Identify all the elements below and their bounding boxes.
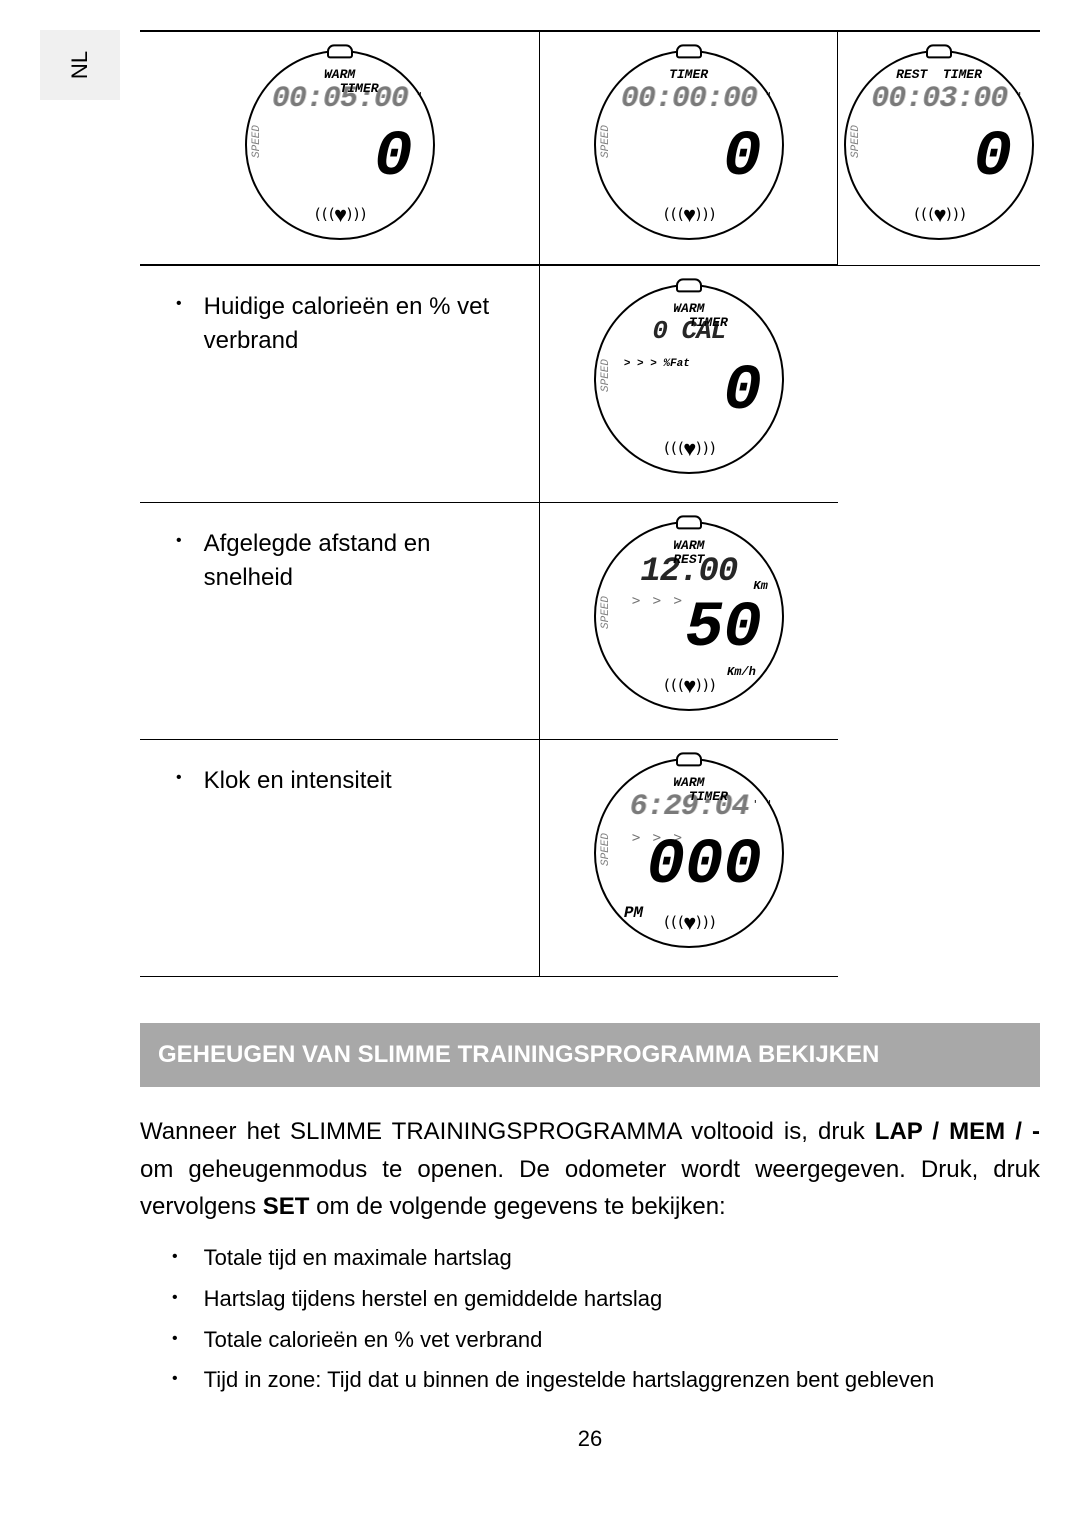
watch-crown <box>676 752 702 766</box>
para-text: Wanneer het SLIMME TRAININGSPROGRAMMA vo… <box>140 1118 875 1145</box>
list-item: • Hartslag tijdens herstel en gemiddelde … <box>172 1284 1040 1315</box>
memory-data-list: • Totale tijd en maximale hartslag • Hartsl… <box>172 1243 1040 1396</box>
feature-text: Huidige calorieën en % vet verbrand <box>204 290 524 357</box>
page: WARM TIMER00:05:00"SPEED0♥TIMER00:00:00"… <box>140 30 1040 1452</box>
list-item-text: Totale tijd en maximale hartslag <box>204 1243 512 1274</box>
watch-face: WARM TIMER00:05:00"SPEED0♥ <box>245 50 435 240</box>
watch-tick: ' " <box>752 798 772 811</box>
heart-icon: ♥ <box>662 910 715 936</box>
watch-unit2: Km/h <box>727 665 756 679</box>
watch-main-value: 00:03:00 <box>846 82 1032 116</box>
page-number: 26 <box>140 1426 1040 1452</box>
heart-icon: ♥ <box>313 202 366 228</box>
watch-crown <box>676 44 702 58</box>
watch-center-number: 0 <box>596 126 762 190</box>
watch-crown <box>676 515 702 529</box>
watch-face: WARM REST12.00Km> > >SPEED50Km/h♥ <box>594 521 784 711</box>
list-item: • Tijd in zone: Tijd dat u binnen de inge… <box>172 1365 1040 1396</box>
list-item-text: Hartslag tijdens herstel en gemiddelde h… <box>204 1284 663 1315</box>
section-header: GEHEUGEN VAN SLIMME TRAININGSPROGRAMMA B… <box>140 1023 1040 1087</box>
list-item-text: Tijd in zone: Tijd dat u binnen de inges… <box>204 1365 935 1396</box>
language-tab: NL <box>40 30 120 100</box>
bullet-icon: • <box>176 764 182 792</box>
feature-description-cell: • Afgelegde afstand en snelheid <box>140 503 540 740</box>
para-bold: SET <box>263 1193 310 1220</box>
watch-top-labels: REST TIMER <box>846 68 1032 82</box>
bullet-icon: • <box>172 1365 178 1393</box>
feature-watch-cell: WARM REST12.00Km> > >SPEED50Km/h♥ <box>540 503 838 740</box>
list-item: • Totale tijd en maximale hartslag <box>172 1243 1040 1274</box>
feature-text: Afgelegde afstand en snelheid <box>204 527 524 594</box>
watch-tick: " <box>765 90 772 103</box>
feature-watch-cell: WARM TIMER6:29:04' "> > >SPEED000PM♥ <box>540 740 838 977</box>
watch-crown <box>676 278 702 292</box>
list-item-text: Totale calorieën en % vet verbrand <box>204 1325 543 1356</box>
watch-face: REST TIMER00:03:00"SPEED0♥ <box>844 50 1034 240</box>
bullet-icon: • <box>172 1284 178 1312</box>
bullet-icon: • <box>172 1243 178 1271</box>
watch-center-number: 0 <box>596 360 762 424</box>
bullet-icon: • <box>176 527 182 555</box>
watch-tick: " <box>1015 90 1022 103</box>
watch-crown <box>926 44 952 58</box>
watch-top-labels: TIMER <box>596 68 782 82</box>
list-item: • Totale calorieën en % vet verbrand <box>172 1325 1040 1356</box>
feature-table: WARM TIMER00:05:00"SPEED0♥TIMER00:00:00"… <box>140 30 1040 977</box>
watch-crown <box>327 44 353 58</box>
top-cell: WARM TIMER00:05:00"SPEED0♥ <box>140 31 540 265</box>
watch-main-value: 0 CAL <box>596 316 782 346</box>
watch-tick: " <box>416 90 423 103</box>
watch-face: WARM TIMER6:29:04' "> > >SPEED000PM♥ <box>594 758 784 948</box>
bullet-icon: • <box>176 290 182 318</box>
feature-description-cell: • Klok en intensiteit <box>140 740 540 977</box>
feature-text: Klok en intensiteit <box>204 764 392 798</box>
watch-center-number: 0 <box>247 126 413 190</box>
feature-description-cell: • Huidige calorieën en % vet verbrand <box>140 265 540 503</box>
language-tab-label: NL <box>67 51 93 79</box>
para-text: om de volgende gegevens te bekijken: <box>309 1193 725 1220</box>
intro-paragraph: Wanneer het SLIMME TRAININGSPROGRAMMA vo… <box>140 1113 1040 1225</box>
watch-face: WARM TIMER0 CAL> > > %FatSPEED0♥ <box>594 284 784 474</box>
bullet-icon: • <box>172 1325 178 1353</box>
watch-face: TIMER00:00:00"SPEED0♥ <box>594 50 784 240</box>
watch-pm-label: PM <box>624 904 643 922</box>
watch-center-number: 0 <box>846 126 1012 190</box>
watch-unit: Km <box>753 579 767 593</box>
watch-main-value: 00:00:00 <box>596 82 782 116</box>
feature-watch-cell: WARM TIMER0 CAL> > > %FatSPEED0♥ <box>540 265 838 503</box>
watch-main-value: 00:05:00 <box>247 82 433 116</box>
watch-center-number: 000 <box>596 834 762 898</box>
heart-icon: ♥ <box>662 436 715 462</box>
top-cell: REST TIMER00:03:00"SPEED0♥ <box>838 31 1041 265</box>
top-cell: TIMER00:00:00"SPEED0♥ <box>540 31 838 265</box>
heart-icon: ♥ <box>912 202 965 228</box>
heart-icon: ♥ <box>662 202 715 228</box>
heart-icon: ♥ <box>662 673 715 699</box>
watch-center-number: 50 <box>596 597 762 661</box>
para-bold: LAP / MEM / - <box>875 1118 1040 1145</box>
